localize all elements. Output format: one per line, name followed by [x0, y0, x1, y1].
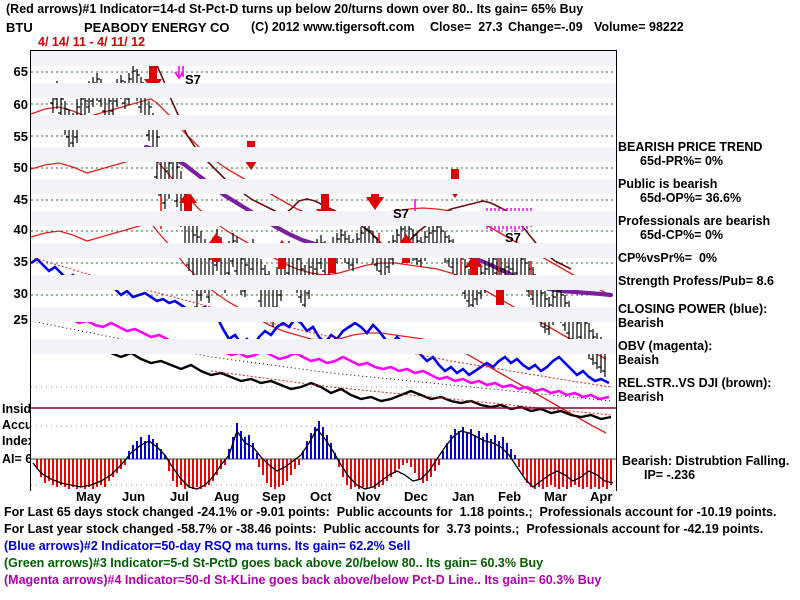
- rel-strength-reference: [210, 370, 612, 416]
- bearish-price-trend-value: 65d-PR%= 0%: [640, 154, 724, 168]
- relstr-legend-value: Bearish: [618, 390, 664, 404]
- analysis-side-panel: BEARISH PRICE TREND 65d-PR%= 0% Public i…: [618, 140, 800, 404]
- y-tick-50: 50: [13, 160, 28, 175]
- distribution-status-line1: Bearish: Distrubtion Falling.: [622, 454, 790, 468]
- s7-annotation-3: S7: [505, 230, 521, 245]
- distribution-status-line2: IP= -.236: [644, 468, 696, 482]
- footer-indicator-3: (Green arrows)#3 Indicator=5-d St-PctD g…: [4, 556, 544, 570]
- y-tick-40: 40: [13, 222, 28, 237]
- closing-power-legend-value: Bearish: [618, 316, 664, 330]
- x-tick-nov: Nov: [356, 489, 381, 504]
- x-tick-feb: Feb: [498, 489, 522, 504]
- sell-arrow: [366, 181, 384, 210]
- accum-index-line: [32, 427, 614, 490]
- buy-arrow: [179, 190, 197, 219]
- cp-vs-pr-value: CP%vsPr%= 0%: [618, 251, 718, 265]
- price-chart-plot[interactable]: [30, 50, 617, 491]
- price-change: Change=-.09: [508, 20, 583, 34]
- closing-power-line: [31, 257, 610, 385]
- obv-line: [31, 311, 610, 401]
- professional-sentiment-value: 65d-CP%= 0%: [640, 228, 724, 242]
- y-tick-60: 60: [13, 97, 28, 112]
- volume-value: Volume= 98222: [594, 20, 684, 34]
- footer-year-summary: For Last year stock changed -58.7% or -3…: [4, 522, 764, 536]
- s7-annotation-2: S7: [393, 206, 409, 221]
- band-shade: [31, 147, 616, 162]
- band-shade: [31, 51, 616, 66]
- x-tick-jun: Jun: [122, 489, 146, 504]
- x-tick-sep: Sep: [262, 489, 286, 504]
- relstr-legend-title: REL.STR..VS DJI (brown):: [618, 376, 772, 390]
- y-tick-55: 55: [13, 129, 28, 144]
- bearish-price-trend-title: BEARISH PRICE TREND: [618, 140, 763, 154]
- band-shade: [31, 339, 616, 354]
- obv-legend-title: OBV (magenta):: [618, 339, 713, 353]
- band-shade: [31, 115, 616, 130]
- x-tick-jan: Jan: [452, 489, 475, 504]
- band-shade: [31, 179, 616, 194]
- public-sentiment-title: Public is bearish: [618, 177, 718, 191]
- band-shade: [31, 275, 616, 290]
- x-tick-mar: Mar: [544, 489, 568, 504]
- professional-sentiment-title: Professionals are bearish: [618, 214, 771, 228]
- y-tick-30: 30: [13, 286, 28, 301]
- copyright-notice: (C) 2012 www.tigersoft.com: [251, 20, 415, 34]
- x-tick-oct: Oct: [310, 489, 332, 504]
- strength-profess-pub-value: Strength Profess/Pub= 8.6: [618, 274, 774, 288]
- footer-indicator-4: (Magenta arrows)#4 Indicator=50-d St-KLi…: [4, 573, 602, 587]
- x-tick-dec: Dec: [404, 489, 428, 504]
- x-tick-aug: Aug: [214, 489, 240, 504]
- buy-arrow: [465, 254, 483, 283]
- obv-reference: [31, 320, 612, 402]
- accumulation-histogram: [31, 421, 616, 490]
- y-tick-65: 65: [13, 64, 28, 79]
- footer-indicator-2: (Blue arrows)#2 Indicator=50-day RSQ ma …: [4, 539, 411, 553]
- footer-65-day-summary: For Last 65 days stock changed -24.1% or…: [4, 505, 777, 519]
- band-shade: [31, 83, 616, 98]
- x-tick-may: May: [76, 489, 102, 504]
- y-tick-45: 45: [13, 192, 28, 207]
- band-shade: [31, 243, 616, 258]
- y-tick-25: 25: [13, 312, 28, 327]
- index-label: Index: [2, 434, 35, 448]
- x-tick-jul: Jul: [170, 489, 189, 504]
- indicator-1-headline: (Red arrows)#1 Indicator=14-d St-Pct-D t…: [6, 2, 584, 16]
- band-shade: [31, 211, 616, 226]
- y-tick-35: 35: [13, 254, 28, 269]
- obv-legend-value: Beaish: [618, 353, 659, 367]
- s7-annotation-1: S7: [185, 72, 201, 87]
- date-range: 4/ 14/ 11 - 4/ 11/ 12: [38, 35, 146, 49]
- close-price: Close= 27.3: [430, 20, 503, 34]
- ticker-symbol: BTU: [6, 20, 33, 35]
- x-tick-apr: Apr: [590, 489, 613, 504]
- company-name: PEABODY ENERGY CO: [84, 20, 230, 35]
- band-shade: [31, 307, 616, 322]
- public-sentiment-value: 65d-OP%= 36.6%: [640, 191, 742, 205]
- closing-power-legend-title: CLOSING POWER (blue):: [618, 302, 768, 316]
